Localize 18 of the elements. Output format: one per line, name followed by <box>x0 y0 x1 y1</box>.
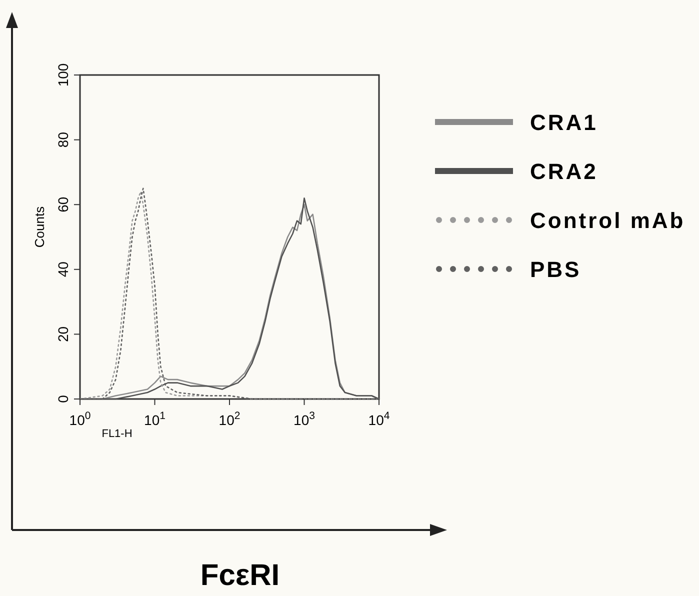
legend-label: PBS <box>530 257 582 282</box>
x-tick-label: 10$^{3}$ <box>294 410 316 428</box>
x-tick-label: 10$^{4}$ <box>368 410 390 428</box>
y-tick-label: 80 <box>55 132 71 148</box>
x-axis-title: FL1-H <box>102 428 132 440</box>
y-tick-label: 60 <box>55 196 71 212</box>
y-tick-label: 0 <box>55 394 71 403</box>
legend-label: CRA2 <box>530 159 598 184</box>
y-tick-label: 20 <box>55 326 71 342</box>
x-tick-label: 10$^{1}$ <box>144 410 166 428</box>
legend-label: Control mAb <box>530 208 686 233</box>
y-tick-label: 40 <box>55 261 71 278</box>
y-axis-title: Counts <box>32 206 47 248</box>
x-tick-label: 10$^{0}$ <box>69 410 91 428</box>
x-tick-label: 10$^{2}$ <box>218 410 240 428</box>
legend-label: CRA1 <box>530 110 598 135</box>
y-tick-label: 100 <box>55 63 71 87</box>
text: FcεRI <box>200 559 280 592</box>
